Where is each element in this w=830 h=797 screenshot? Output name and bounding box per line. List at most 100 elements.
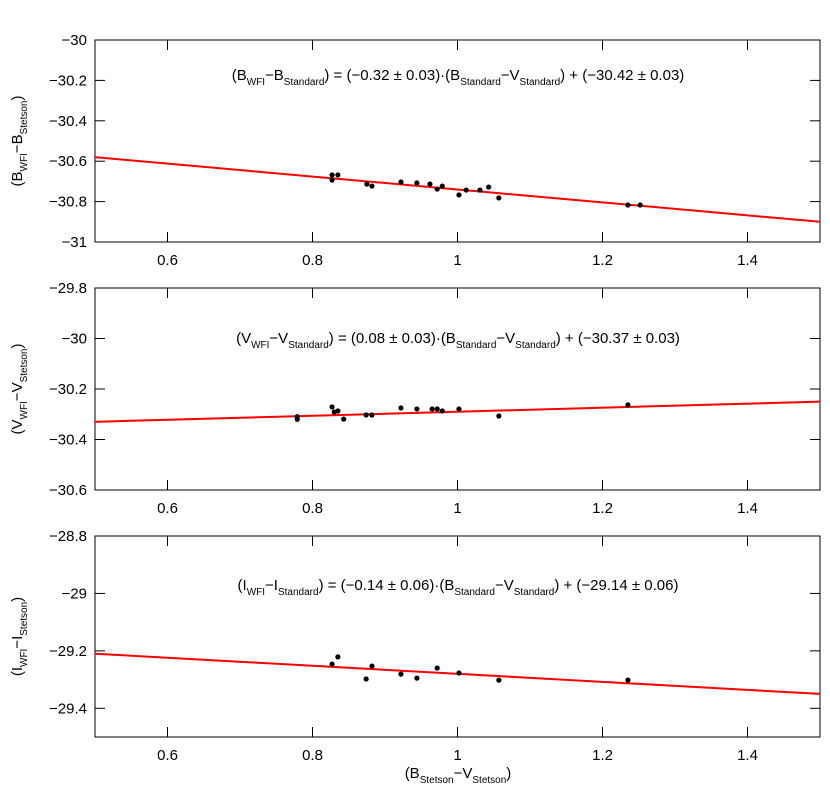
data-point	[625, 202, 631, 208]
data-point	[439, 183, 445, 189]
data-point	[329, 172, 335, 178]
y-tick-label: −29.4	[49, 700, 87, 717]
x-tick-label: 1.4	[737, 252, 758, 269]
x-tick-label: 0.8	[302, 252, 323, 269]
subscript: Stetson	[19, 602, 30, 636]
data-point	[335, 654, 341, 660]
y-tick-label: −29	[62, 585, 87, 602]
data-point	[329, 404, 335, 410]
y-tick-label: −30.4	[49, 432, 87, 449]
plot-frame	[94, 287, 821, 491]
subscript: WFI	[19, 153, 30, 171]
data-point	[294, 416, 300, 422]
subscript: Standard	[515, 340, 556, 351]
text-part: (I	[238, 577, 247, 594]
y-tick-label: −30.6	[49, 153, 87, 170]
data-point	[456, 192, 462, 198]
y-tick-label: −30	[62, 32, 87, 49]
subscript: Standard	[284, 77, 325, 88]
data-point	[335, 172, 341, 178]
data-point	[414, 406, 420, 412]
x-axis-label: (BStetson−VStetson)	[405, 765, 512, 786]
data-point	[477, 187, 483, 193]
y-tick-label: −30.2	[49, 381, 87, 398]
data-point	[463, 187, 469, 193]
data-point	[456, 670, 462, 676]
text-part: −V	[496, 330, 515, 347]
data-point	[496, 413, 502, 419]
data-point	[496, 195, 502, 201]
y-tick-label: −29.2	[49, 643, 87, 660]
text-part: ) = (0.08 ± 0.03)·(B	[329, 330, 456, 347]
subscript: Standard	[520, 77, 561, 88]
y-tick-label: −30.8	[49, 194, 87, 211]
fit-line	[94, 400, 821, 423]
text-part: ) + (−29.14 ± 0.06)	[554, 577, 678, 594]
subscript: WFI	[19, 649, 30, 667]
y-axis-label: (VWFI−VStetson)	[9, 343, 30, 434]
annotation: (VWFI−VStandard) = (0.08 ± 0.03)·(BStand…	[236, 330, 680, 351]
data-point	[427, 181, 433, 187]
data-point	[398, 405, 404, 411]
text-part: (V	[9, 420, 26, 435]
data-point	[429, 406, 435, 412]
data-point	[625, 402, 631, 408]
y-tick-label: −29.8	[49, 280, 87, 297]
y-tick-label: −31	[62, 234, 87, 251]
data-point	[496, 677, 502, 683]
text-part: (B	[405, 765, 420, 782]
data-point	[434, 406, 440, 412]
data-point	[369, 183, 375, 189]
y-axis-label: (BWFI−BStetson)	[9, 95, 30, 186]
x-tick-label: 1.2	[592, 747, 613, 764]
data-point	[341, 416, 347, 422]
text-part: ) + (−30.37 ± 0.03)	[556, 330, 680, 347]
data-point	[434, 186, 440, 192]
data-point	[414, 180, 420, 186]
text-part: −B	[9, 134, 26, 153]
data-point	[363, 412, 369, 418]
data-point	[456, 406, 462, 412]
x-tick-label: 0.8	[302, 747, 323, 764]
text-part: −V	[501, 67, 520, 84]
data-point	[335, 408, 341, 414]
data-point	[369, 663, 375, 669]
subscript: WFI	[251, 340, 269, 351]
data-point	[434, 665, 440, 671]
fit-line	[94, 156, 821, 223]
subscript: Standard	[460, 77, 501, 88]
text-part: −V	[269, 330, 288, 347]
data-point	[398, 179, 404, 185]
data-point	[414, 675, 420, 681]
text-part: ) = (−0.14 ± 0.06)·(B	[319, 577, 455, 594]
subscript: Stetson	[420, 775, 454, 786]
text-part: )	[9, 597, 26, 602]
text-part: −V	[9, 382, 26, 401]
data-point	[363, 676, 369, 682]
subscript: WFI	[19, 401, 30, 419]
y-tick-label: −28.8	[49, 528, 87, 545]
text-part: (B	[9, 172, 26, 187]
x-tick-label: 1	[453, 500, 461, 517]
subscript: WFI	[247, 587, 265, 598]
x-tick-label: 1	[453, 747, 461, 764]
subscript: Standard	[456, 340, 497, 351]
x-tick-label: 0.6	[157, 500, 178, 517]
x-tick-label: 0.6	[157, 252, 178, 269]
text-part: ) = (−0.32 ± 0.03)·(B	[324, 67, 460, 84]
x-tick-label: 1.4	[737, 747, 758, 764]
text-part: )	[9, 95, 26, 100]
x-tick-label: 1.2	[592, 500, 613, 517]
y-tick-label: −30.4	[49, 113, 87, 130]
text-part: (B	[232, 67, 247, 84]
x-tick-label: 1.2	[592, 252, 613, 269]
text-part: )	[506, 765, 511, 782]
y-axis-label: (IWFI−IStetson)	[9, 597, 30, 676]
data-point	[439, 408, 445, 414]
subscript: Stetson	[19, 348, 30, 382]
data-point	[486, 184, 492, 190]
annotation: (BWFI−BStandard) = (−0.32 ± 0.03)·(BStan…	[232, 67, 685, 88]
text-part: )	[9, 343, 26, 348]
subscript: Stetson	[472, 775, 506, 786]
text-part: ) + (−30.42 ± 0.03)	[560, 67, 684, 84]
